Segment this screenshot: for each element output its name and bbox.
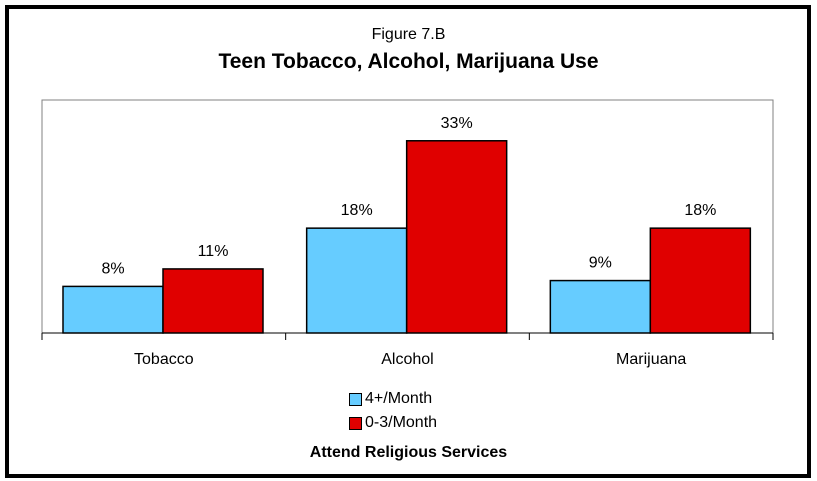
x-tick-label-tobacco: Tobacco bbox=[134, 351, 194, 368]
legend-swatch-series-2 bbox=[349, 416, 362, 430]
data-label-alcohol-series-2: 33% bbox=[441, 115, 473, 132]
bar-alcohol-series-1 bbox=[305, 227, 408, 334]
data-label-tobacco-series-1: 8% bbox=[101, 260, 124, 277]
bar-alcohol-series-2 bbox=[405, 140, 508, 334]
data-label-marijuana-series-1: 9% bbox=[589, 255, 612, 272]
bar-tobacco-series-1 bbox=[62, 285, 164, 334]
legend-title: Attend Religious Services bbox=[309, 444, 508, 461]
data-label-tobacco-series-2: 11% bbox=[198, 243, 229, 260]
legend: 4+/Month 0-3/Month bbox=[349, 387, 437, 435]
bar-tobacco-series-2 bbox=[162, 268, 264, 334]
bar-marijuana-series-2 bbox=[649, 227, 752, 334]
x-tick-label-marijuana: Marijuana bbox=[616, 351, 686, 368]
legend-entry-series-2: 0-3/Month bbox=[349, 411, 437, 435]
chart-title: Teen Tobacco, Alcohol, Marijuana Use bbox=[218, 50, 599, 73]
bar-marijuana-series-1 bbox=[549, 279, 652, 334]
legend-swatch-series-1 bbox=[349, 392, 362, 406]
legend-label-series-1: 4+/Month bbox=[365, 390, 433, 407]
x-tick-label-alcohol: Alcohol bbox=[381, 351, 433, 368]
legend-entry-series-1: 4+/Month bbox=[349, 387, 437, 411]
data-label-marijuana-series-2: 18% bbox=[684, 202, 716, 219]
legend-label-series-2: 0-3/Month bbox=[365, 414, 438, 431]
data-label-alcohol-series-1: 18% bbox=[341, 202, 373, 219]
figure-label: Figure 7.B bbox=[371, 26, 446, 43]
